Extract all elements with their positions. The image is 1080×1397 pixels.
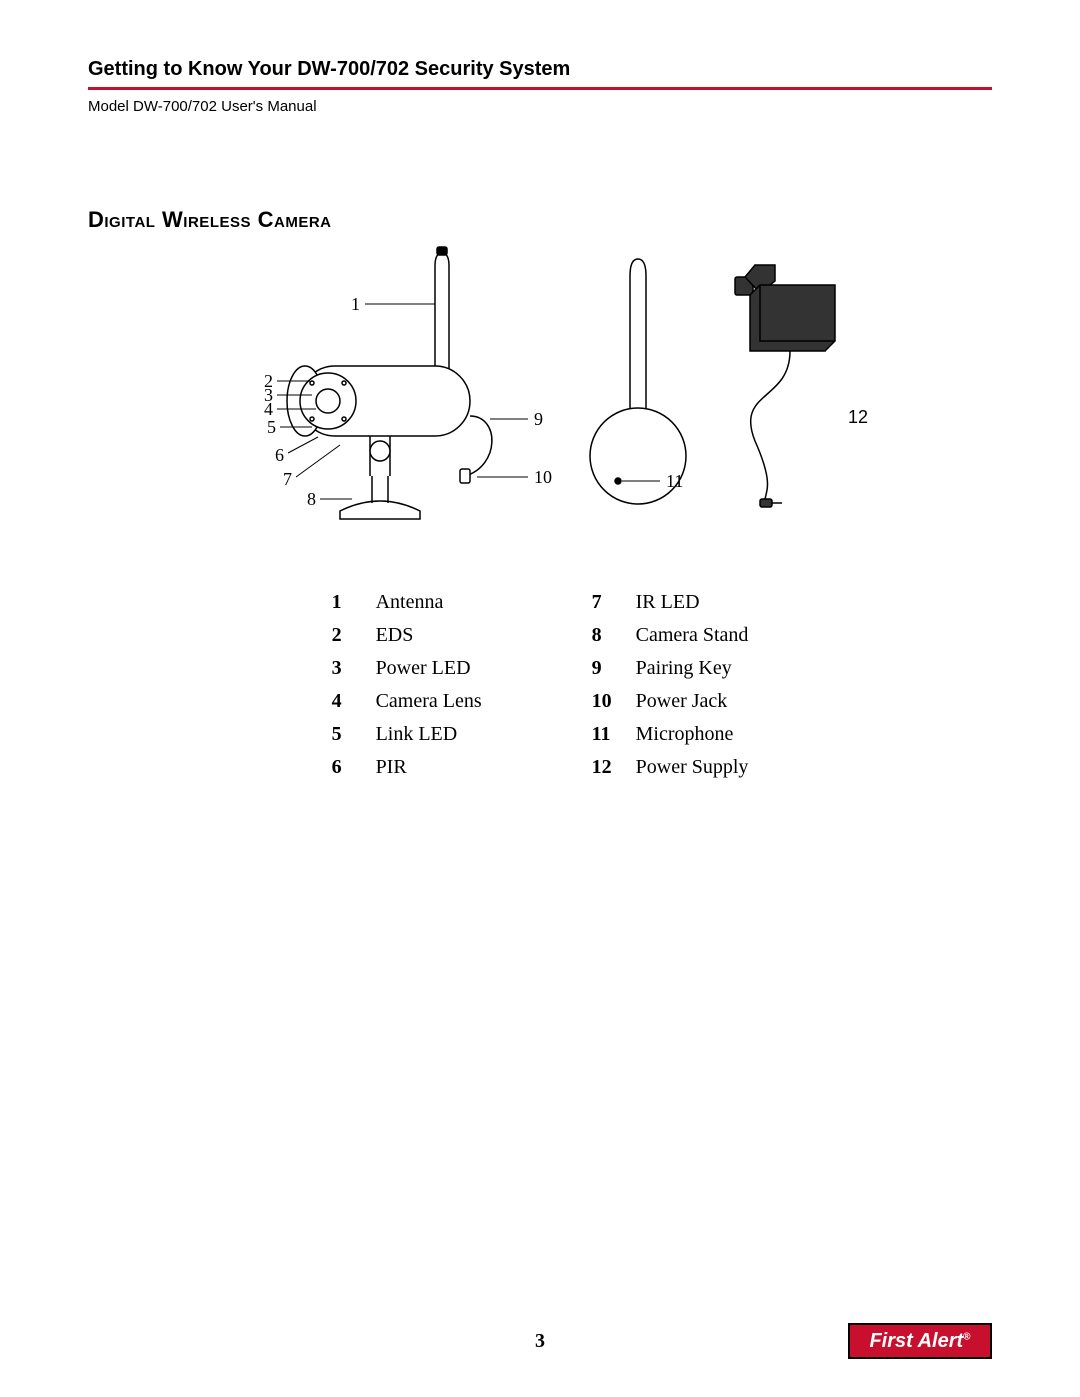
legend-num: 11 — [592, 723, 622, 746]
svg-text:1: 1 — [351, 294, 360, 314]
svg-text:7: 7 — [283, 469, 292, 489]
legend-label: Camera Lens — [376, 690, 482, 713]
brand-badge: First Alert® — [848, 1323, 992, 1359]
legend-num: 1 — [332, 591, 362, 614]
manual-page: Getting to Know Your DW-700/702 Security… — [0, 0, 1080, 1397]
legend-label: Antenna — [376, 591, 482, 614]
brand-text: First Alert® — [869, 1330, 970, 1353]
legend-num: 2 — [332, 624, 362, 647]
brand-registered-icon: ® — [963, 1331, 970, 1342]
legend-num: 10 — [592, 690, 622, 713]
legend-num: 12 — [592, 756, 622, 779]
svg-text:11: 11 — [666, 471, 683, 491]
brand-name: First Alert — [869, 1330, 963, 1352]
svg-text:6: 6 — [275, 445, 284, 465]
legend-num: 3 — [332, 657, 362, 680]
svg-text:5: 5 — [267, 417, 276, 437]
header-rule — [88, 87, 992, 90]
page-subheader: Model DW-700/702 User's Manual — [88, 98, 992, 115]
page-header-title: Getting to Know Your DW-700/702 Security… — [88, 58, 992, 81]
camera-diagram: 1 2 3 4 5 6 7 8 9 10 11 12 — [160, 241, 920, 541]
legend-num: 5 — [332, 723, 362, 746]
legend-label: IR LED — [636, 591, 749, 614]
legend-label: Pairing Key — [636, 657, 749, 680]
legend-num: 9 — [592, 657, 622, 680]
svg-text:9: 9 — [534, 409, 543, 429]
legend-label: Microphone — [636, 723, 749, 746]
legend-label: Camera Stand — [636, 624, 749, 647]
svg-text:10: 10 — [534, 467, 552, 487]
legend-num: 4 — [332, 690, 362, 713]
svg-text:4: 4 — [264, 399, 273, 419]
legend-right-column: 7 IR LED 8 Camera Stand 9 Pairing Key 10 Pow… — [592, 591, 749, 779]
svg-text:8: 8 — [307, 489, 316, 509]
legend-num: 8 — [592, 624, 622, 647]
svg-text:12: 12 — [848, 407, 868, 427]
legend-label: EDS — [376, 624, 482, 647]
legend-label: PIR — [376, 756, 482, 779]
legend-label: Power LED — [376, 657, 482, 680]
legend-label: Power Supply — [636, 756, 749, 779]
parts-legend: 1 Antenna 2 EDS 3 Power LED 4 Camera Lens 5L… — [88, 591, 992, 779]
legend-label: Link LED — [376, 723, 482, 746]
legend-label: Power Jack — [636, 690, 749, 713]
legend-left-column: 1 Antenna 2 EDS 3 Power LED 4 Camera Lens 5L… — [332, 591, 482, 779]
legend-num: 7 — [592, 591, 622, 614]
legend-num: 6 — [332, 756, 362, 779]
section-title: Digital Wireless Camera — [88, 207, 992, 233]
